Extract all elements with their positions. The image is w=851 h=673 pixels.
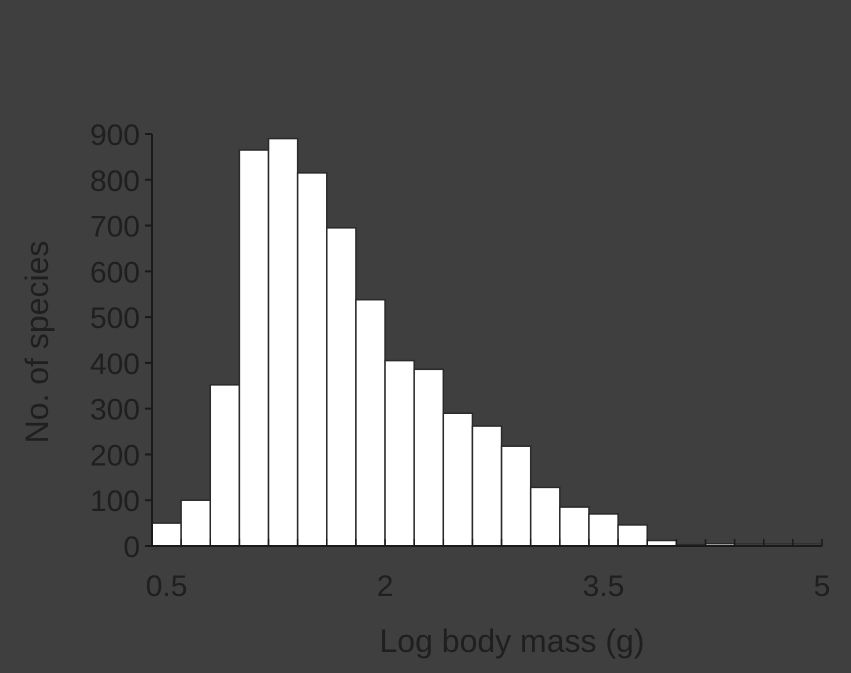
- y-axis-label: No. of species: [19, 241, 55, 444]
- histogram-bar: [151, 522, 182, 547]
- axes-group: [151, 134, 822, 547]
- histogram-bar: [442, 412, 474, 547]
- histogram-bar: [209, 384, 241, 547]
- histogram-bar: [267, 137, 299, 547]
- histogram-bar: [617, 524, 648, 547]
- y-tick-label: 0: [123, 531, 140, 564]
- y-tick-label: 800: [90, 165, 140, 198]
- x-tick-label: 2: [377, 570, 394, 603]
- y-tick-label: 200: [90, 439, 140, 472]
- histogram-bar: [296, 172, 328, 547]
- bars-group: [151, 137, 823, 547]
- histogram-bar: [471, 425, 503, 547]
- histogram-bar: [180, 499, 212, 547]
- y-tick-label: 600: [90, 256, 140, 289]
- histogram-bar: [355, 298, 386, 547]
- y-ticks-group: 0 100 200 300 400 500 600 700 800 900: [90, 119, 152, 564]
- histogram-bar: [559, 506, 590, 547]
- y-tick-label: 300: [90, 394, 140, 427]
- y-tick-label: 500: [90, 302, 140, 335]
- x-tick-label: 3.5: [583, 570, 625, 603]
- x-tick-label: 5: [814, 570, 831, 603]
- histogram-bar: [588, 513, 619, 547]
- x-axis-label: Log body mass (g): [379, 623, 644, 659]
- histogram-bar: [529, 486, 561, 547]
- y-tick-label: 900: [90, 119, 140, 152]
- histogram-bar: [326, 227, 357, 547]
- y-tick-label: 400: [90, 348, 140, 381]
- histogram-bar: [384, 359, 415, 547]
- x-tick-label: 0.5: [146, 570, 188, 603]
- y-tick-label: 100: [90, 485, 140, 518]
- x-ticks-group: 0.5 2 3.5 5: [146, 539, 831, 603]
- y-tick-label: 700: [90, 211, 140, 244]
- histogram-bar: [500, 445, 532, 547]
- histogram-bar: [238, 149, 270, 547]
- histogram-bar: [413, 368, 445, 547]
